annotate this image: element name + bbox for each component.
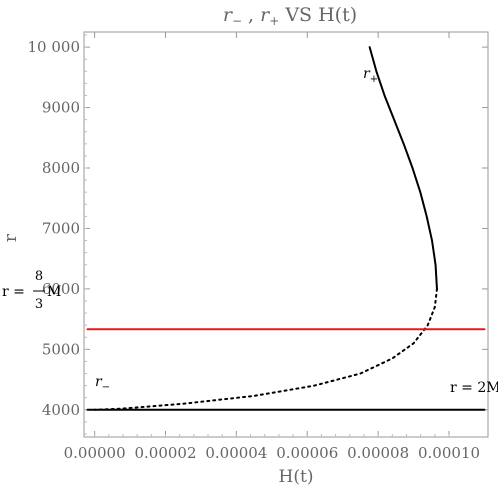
title-r-plus-sub: +: [269, 14, 279, 28]
y-tick-label: 4000: [42, 401, 80, 419]
annotation-r-plus: r+: [363, 66, 378, 85]
annotation-r-minus: r−: [95, 374, 110, 393]
series-line-0: [368, 46, 438, 290]
x-tick-label: 0.00010: [418, 444, 480, 462]
plot-frame: [83, 31, 489, 438]
y-tick-label: 7000: [42, 219, 80, 237]
y-axis-title: r: [1, 233, 21, 242]
ticks-layer: 0.00000 0.00002 0.00004 0.00006 0.00008 0.000…: [28, 32, 488, 462]
annotation-r-8-3m-numerator: 8: [35, 269, 43, 284]
annotation-r-plus-base: r: [363, 66, 371, 82]
y-tick-label: 10 000: [28, 38, 81, 56]
x-tick-label: 0.00002: [134, 444, 196, 462]
y-tick-label: 8000: [42, 159, 80, 177]
x-tick-label: 0.00000: [64, 444, 126, 462]
series-layer: [86, 46, 486, 411]
annotation-r-8-3m-suffix: M: [47, 284, 61, 300]
annotation-r-minus-sub: −: [102, 382, 110, 393]
title-r-minus-base: r: [223, 4, 234, 26]
y-tick-label: 9000: [42, 99, 80, 117]
annotation-r-8-3m: r = 8 3 M: [2, 269, 61, 312]
title-rest: VS H(t): [279, 4, 357, 26]
x-axis-title: H(t): [279, 467, 314, 487]
annotation-r-8-3m-denominator: 3: [35, 297, 43, 312]
title-r-plus-base: r: [260, 4, 271, 26]
x-tick-label: 0.00004: [205, 444, 267, 462]
title-r-minus-sub: −: [232, 14, 242, 28]
chart-title: r− , r+ VS H(t): [223, 4, 357, 28]
x-tick-label: 0.00008: [347, 444, 409, 462]
series-line-1: [93, 287, 438, 411]
title-separator: ,: [242, 4, 260, 26]
annotation-r-minus-base: r: [95, 374, 103, 390]
annotation-r-2m: r = 2M: [450, 380, 498, 396]
annotation-r-8-3m-prefix: r =: [2, 284, 25, 300]
x-tick-label: 0.00006: [276, 444, 338, 462]
annotation-r-plus-sub: +: [370, 74, 378, 85]
y-tick-label: 6000: [42, 280, 80, 298]
y-tick-label: 5000: [42, 340, 80, 358]
